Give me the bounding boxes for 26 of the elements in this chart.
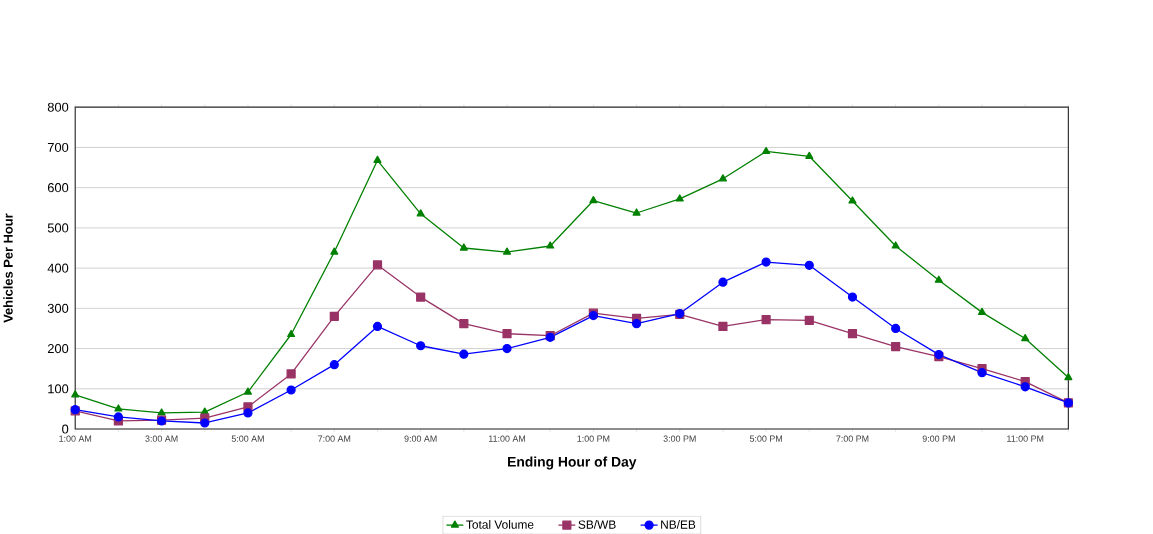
- x-tick-label: 9:00 PM: [922, 435, 955, 442]
- x-tick-label: 9:00 AM: [404, 435, 437, 442]
- y-tick-label: 400: [47, 263, 69, 273]
- y-tick-label: 600: [47, 182, 69, 193]
- x-tick-label: 11:00 PM: [1007, 435, 1044, 442]
- legend-label: Total Volume: [466, 519, 534, 529]
- y-tick-label: 200: [47, 343, 69, 353]
- x-tick-label: 5:00 PM: [749, 435, 782, 442]
- y-axis-title: Vehicles Per Hour: [3, 213, 13, 323]
- legend-label: SB/WB: [578, 519, 616, 529]
- y-tick-label: 500: [47, 223, 69, 233]
- x-axis-title: Ending Hour of Day: [508, 456, 637, 470]
- x-tick-label: 3:00 AM: [145, 435, 178, 442]
- y-tick-label: 300: [47, 303, 69, 313]
- x-tick-label: 5:00 AM: [231, 435, 264, 442]
- x-tick-label: 7:00 AM: [318, 435, 351, 442]
- y-tick-label: 100: [48, 384, 69, 394]
- x-tick-label: 7:00 PM: [836, 435, 869, 442]
- x-tick-label: 1:00 PM: [577, 435, 610, 442]
- x-tick-label: 1:00 AM: [59, 435, 92, 442]
- legend-label: NB/EB: [661, 519, 696, 529]
- y-tick-label: 700: [47, 142, 69, 152]
- x-tick-label: 11:00 AM: [488, 435, 526, 442]
- x-tick-label: 3:00 PM: [663, 435, 696, 442]
- y-tick-label: 0: [62, 424, 69, 434]
- y-tick-label: 800: [47, 102, 69, 112]
